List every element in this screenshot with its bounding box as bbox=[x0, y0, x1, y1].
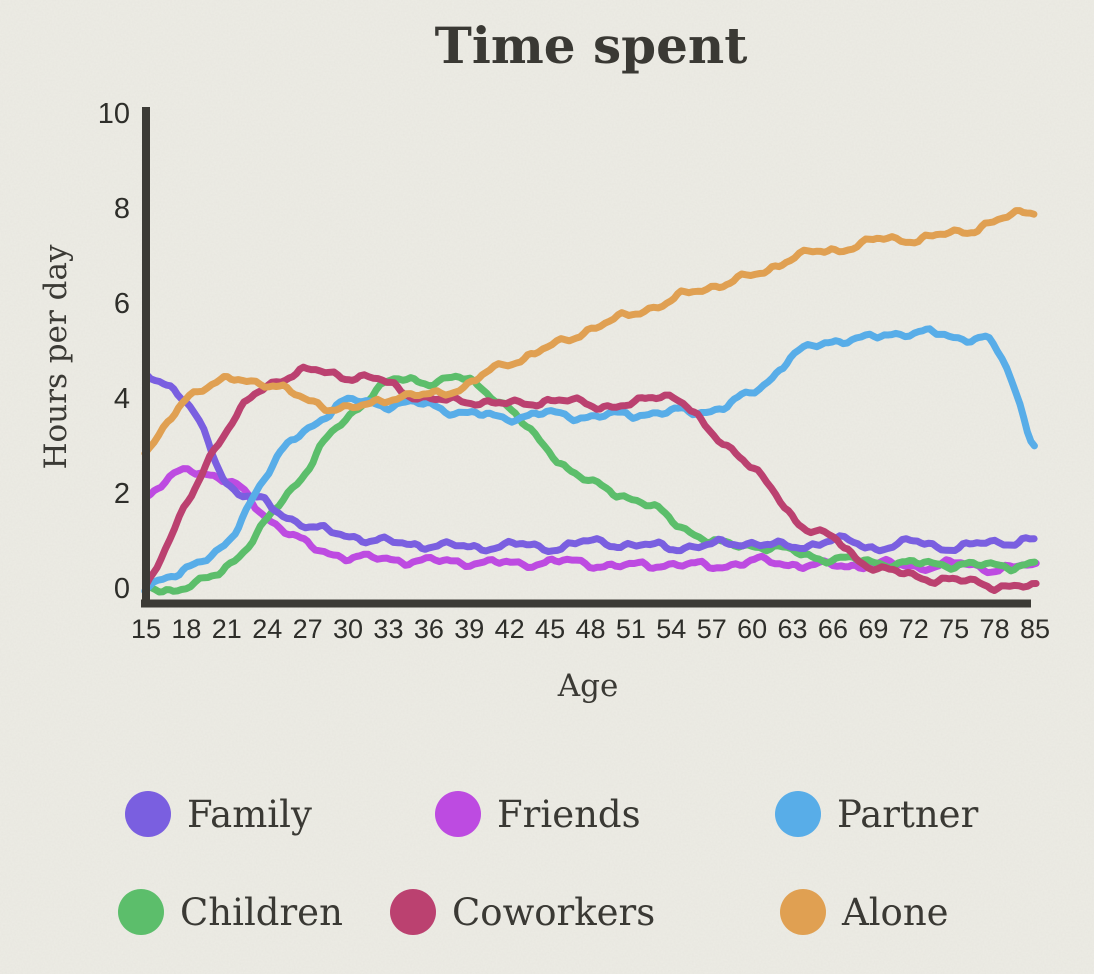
x-tick-label: 45 bbox=[535, 614, 566, 644]
y-tick-label: 0 bbox=[113, 573, 130, 605]
legend-item-alone: Alone bbox=[780, 884, 949, 940]
x-tick-label: 18 bbox=[171, 614, 202, 644]
x-tick-label: 36 bbox=[413, 614, 444, 644]
legend-label-partner: Partner bbox=[837, 792, 979, 836]
x-tick-label: 42 bbox=[494, 614, 525, 644]
x-tick-label: 39 bbox=[454, 614, 485, 644]
legend-dot-partner bbox=[775, 791, 821, 837]
x-tick-label: 21 bbox=[211, 614, 242, 644]
y-tick-label: 4 bbox=[113, 383, 130, 415]
line-friends bbox=[143, 465, 1040, 577]
line-coworkers bbox=[142, 363, 1040, 594]
x-tick-label: 51 bbox=[615, 614, 646, 644]
legend-dot-family bbox=[125, 791, 171, 837]
chart-title: Time spent bbox=[434, 16, 748, 75]
x-tick-label: 78 bbox=[979, 614, 1010, 644]
y-tick-label: 6 bbox=[113, 288, 130, 320]
x-tick-label: 24 bbox=[252, 614, 283, 644]
legend-item-children: Children bbox=[118, 884, 343, 940]
y-tick-label: 8 bbox=[113, 193, 130, 225]
legend-dot-children bbox=[118, 889, 164, 935]
x-tick-label: 15 bbox=[130, 614, 162, 644]
line-family bbox=[142, 370, 1038, 555]
y-tick-label: 10 bbox=[97, 98, 130, 130]
x-tick-label: 75 bbox=[939, 614, 970, 644]
legend-label-friends: Friends bbox=[497, 792, 641, 836]
line-partner bbox=[141, 325, 1038, 595]
y-axis-title: Hours per day bbox=[38, 244, 74, 470]
legend-label-family: Family bbox=[187, 792, 312, 836]
legend-item-friends: Friends bbox=[435, 786, 641, 842]
legend-item-partner: Partner bbox=[775, 786, 978, 842]
x-tick-label: 85 bbox=[1019, 614, 1051, 644]
legend-item-family: Family bbox=[125, 786, 312, 842]
x-tick-label: 72 bbox=[898, 614, 929, 644]
x-axis-title: Age bbox=[557, 668, 619, 704]
legend-dot-alone bbox=[780, 889, 826, 935]
x-tick-label: 33 bbox=[373, 614, 404, 644]
x-tick-label: 60 bbox=[737, 614, 768, 644]
x-tick-label: 63 bbox=[777, 614, 808, 644]
x-tick-label: 48 bbox=[575, 614, 606, 644]
x-tick-label: 54 bbox=[656, 614, 687, 644]
x-tick-label: 30 bbox=[333, 614, 364, 644]
x-tick-label: 57 bbox=[696, 614, 727, 644]
y-tick-label: 2 bbox=[113, 478, 130, 510]
legend-item-coworkers: Coworkers bbox=[390, 884, 655, 940]
legend-dot-coworkers bbox=[390, 889, 436, 935]
line-alone bbox=[141, 207, 1038, 457]
legend-label-coworkers: Coworkers bbox=[452, 890, 656, 934]
series-layer bbox=[141, 207, 1040, 596]
axes bbox=[141, 107, 1031, 608]
x-tick-label: 66 bbox=[817, 614, 848, 644]
legend-dot-friends bbox=[435, 791, 481, 837]
legend-label-children: Children bbox=[180, 890, 343, 934]
x-tick-label: 69 bbox=[858, 614, 889, 644]
legend-label-alone: Alone bbox=[842, 890, 949, 934]
x-tick-label: 27 bbox=[292, 614, 323, 644]
